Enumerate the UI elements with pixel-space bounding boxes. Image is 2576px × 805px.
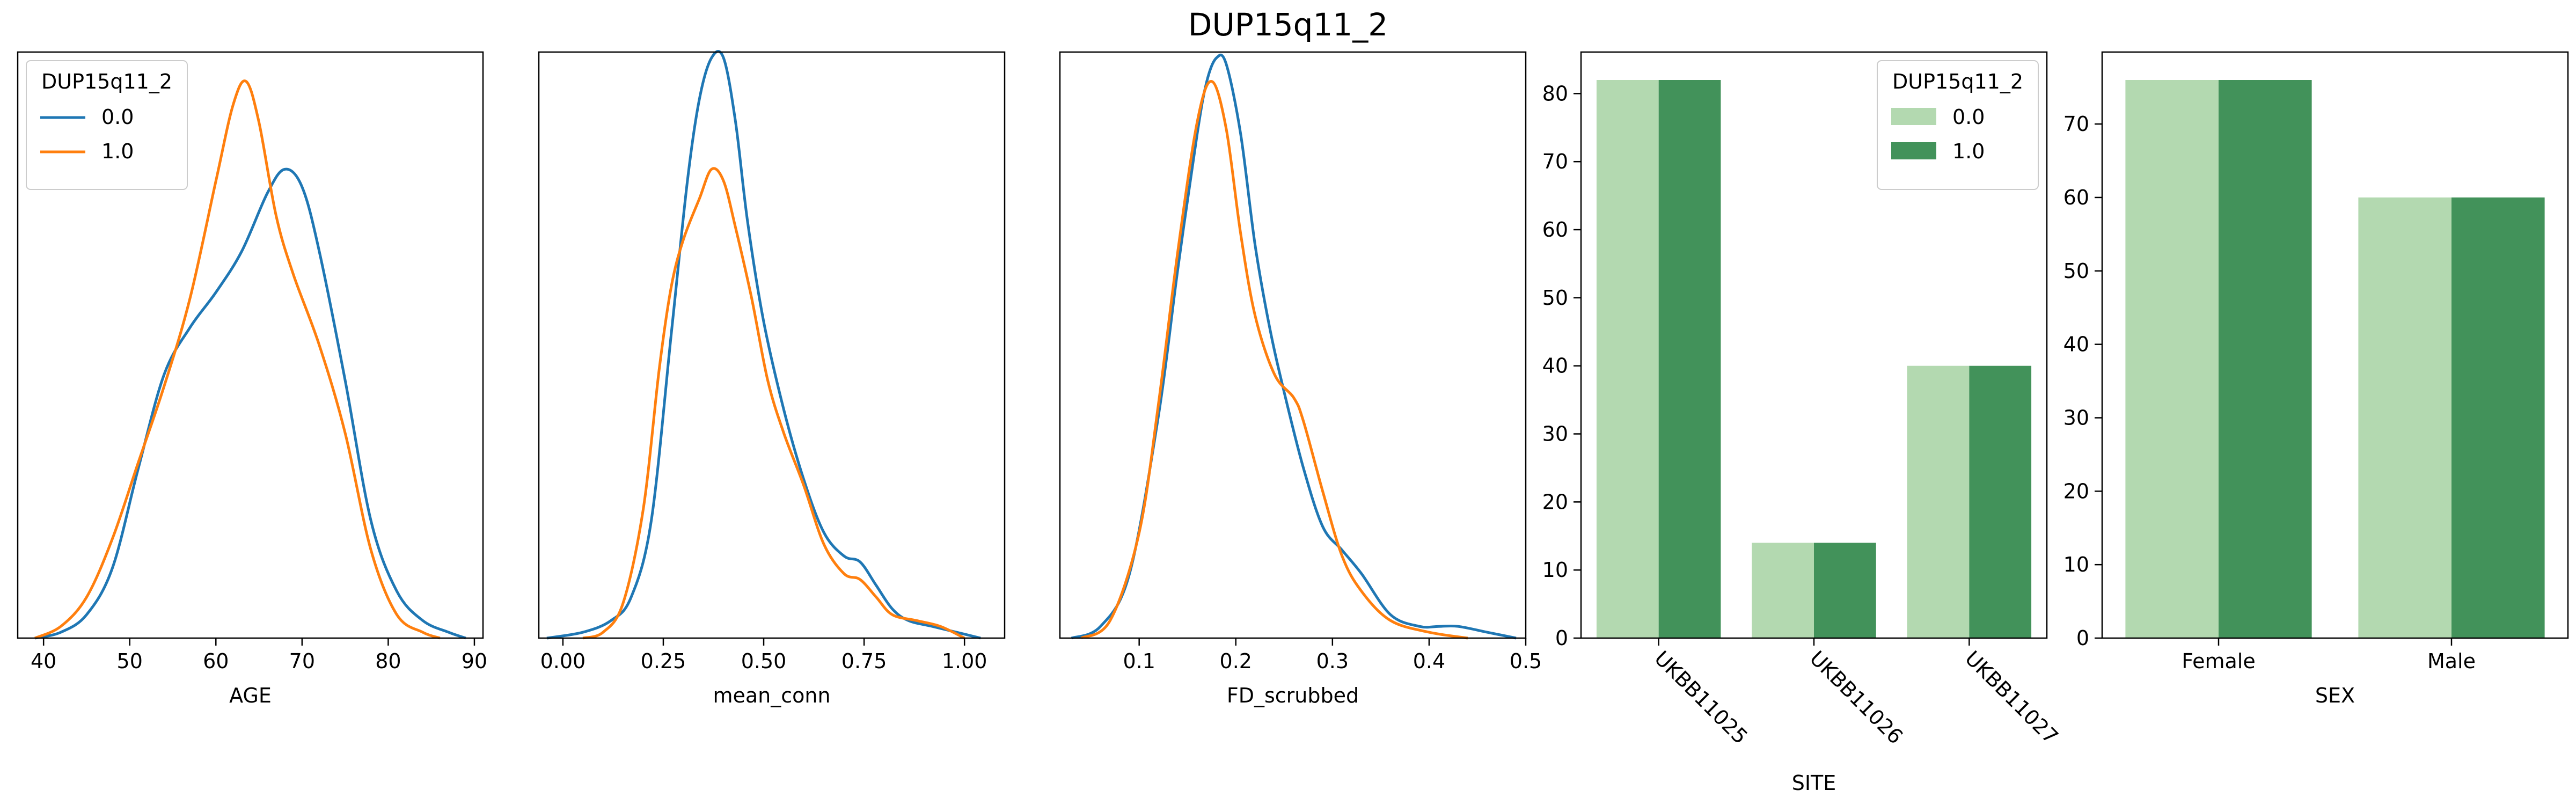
bar-UKBB11025-1.0 (1658, 80, 1721, 638)
panel-fd-scrubbed: 0.1 0.2 0.3 0.4 0.5 FD_scrubbed (1059, 51, 1542, 707)
legend-title: DUP15q11_2 (1892, 70, 2023, 93)
kde-line-0.0 (34, 167, 466, 640)
y-tick-label: 30 (2063, 406, 2089, 429)
y-tick-label: 0 (1555, 626, 1568, 650)
y-tick-label: 20 (2063, 479, 2089, 503)
legend-title: DUP15q11_2 (41, 70, 172, 93)
axes-frame (17, 51, 484, 639)
x-tick-label: 0.2 (1220, 649, 1252, 673)
x-tick-label: 0.3 (1316, 649, 1349, 673)
x-tick-label: 0.75 (841, 649, 887, 673)
legend-frame (26, 60, 188, 190)
y-tick-label: 40 (2063, 333, 2089, 356)
legend-swatch-patch (1891, 108, 1936, 125)
bar-UKBB11025-0.0 (1596, 80, 1659, 638)
bar-UKBB11027-0.0 (1907, 365, 1970, 638)
bar-UKBB11026-0.0 (1752, 543, 1814, 638)
legend-label: 1.0 (1952, 140, 1985, 163)
legend-label: 0.0 (101, 105, 134, 129)
y-tick-label: 10 (2063, 553, 2089, 576)
figure-title: DUP15q11_2 (1188, 6, 1388, 43)
kde-line-1.0 (582, 167, 965, 640)
bar-Male-0.0 (2358, 197, 2451, 638)
legend: DUP15q11_2 0.0 1.0 (1877, 60, 2039, 190)
x-tick-label: 1.00 (942, 649, 987, 673)
x-tick-label: 80 (375, 649, 401, 673)
bar-UKBB11026-1.0 (1814, 543, 1876, 638)
y-tick-label: 50 (1542, 286, 1568, 310)
x-tick-label: 0.25 (641, 649, 686, 673)
y-tick-label: 0 (2076, 626, 2089, 650)
bar-Male-1.0 (2451, 197, 2545, 638)
bar-Female-0.0 (2125, 80, 2219, 638)
y-tick-label: 60 (1542, 218, 1568, 241)
x-axis-label: AGE (229, 684, 272, 707)
x-tick-label: Male (2427, 649, 2476, 673)
x-tick-label: 70 (289, 649, 315, 673)
y-tick-label: 30 (1542, 422, 1568, 446)
x-tick-label: UKBB11026 (1805, 646, 1908, 749)
x-tick-label: 0.4 (1413, 649, 1445, 673)
legend: DUP15q11_2 0.0 1.0 (26, 60, 188, 190)
kde-line-0.0 (1071, 53, 1517, 640)
panel-sex: Female Male 0 10 20 30 40 50 60 70 SEX (2063, 51, 2569, 707)
axes-frame (538, 51, 1006, 639)
x-tick-label: 0.5 (1510, 649, 1542, 673)
kde-line-1.0 (34, 79, 441, 640)
panel-site: UKBB11025 UKBB11026 UKBB11027 0 10 20 30 40 50 60… (1542, 51, 2063, 795)
y-tick-label: 50 (2063, 259, 2089, 283)
y-tick-label: 60 (2063, 186, 2089, 209)
x-axis-label: SEX (2315, 684, 2355, 707)
x-tick-label: 0.50 (741, 649, 787, 673)
y-tick-label: 10 (1542, 558, 1568, 582)
x-tick-label: 40 (31, 649, 56, 673)
x-tick-label: 60 (203, 649, 229, 673)
panel-mean-conn: 0.00 0.25 0.50 0.75 1.00 mean_conn (538, 50, 1006, 707)
legend-label: 1.0 (101, 140, 134, 163)
axes-frame (1059, 51, 1527, 639)
axes-frame (1580, 51, 2048, 639)
y-tick-label: 20 (1542, 490, 1568, 514)
y-tick-label: 70 (1542, 150, 1568, 173)
x-tick-label: Female (2182, 649, 2255, 673)
y-tick-label: 80 (1542, 82, 1568, 105)
legend-swatch-patch (1891, 142, 1936, 159)
x-tick-label: 0.00 (540, 649, 586, 673)
x-tick-label: 50 (117, 649, 143, 673)
legend-label: 0.0 (1952, 105, 1985, 129)
x-axis-label: FD_scrubbed (1227, 684, 1359, 707)
axes-frame (2101, 51, 2569, 639)
x-axis-label: mean_conn (713, 684, 830, 707)
panel-age: 40 50 60 70 80 90 DUP15q11_2 0.0 1.0 AGE (17, 51, 487, 707)
bar-Female-1.0 (2219, 80, 2312, 638)
x-tick-label: 0.1 (1123, 649, 1155, 673)
x-tick-label: 90 (462, 649, 487, 673)
x-tick-label: UKBB11027 (1960, 646, 2063, 749)
x-tick-label: UKBB11025 (1650, 646, 1752, 749)
y-tick-label: 70 (2063, 112, 2089, 136)
y-tick-label: 40 (1542, 354, 1568, 378)
bar-UKBB11027-1.0 (1969, 365, 2032, 638)
x-axis-label: SITE (1792, 771, 1836, 795)
kde-line-0.0 (546, 50, 981, 640)
kde-line-1.0 (1080, 80, 1468, 640)
